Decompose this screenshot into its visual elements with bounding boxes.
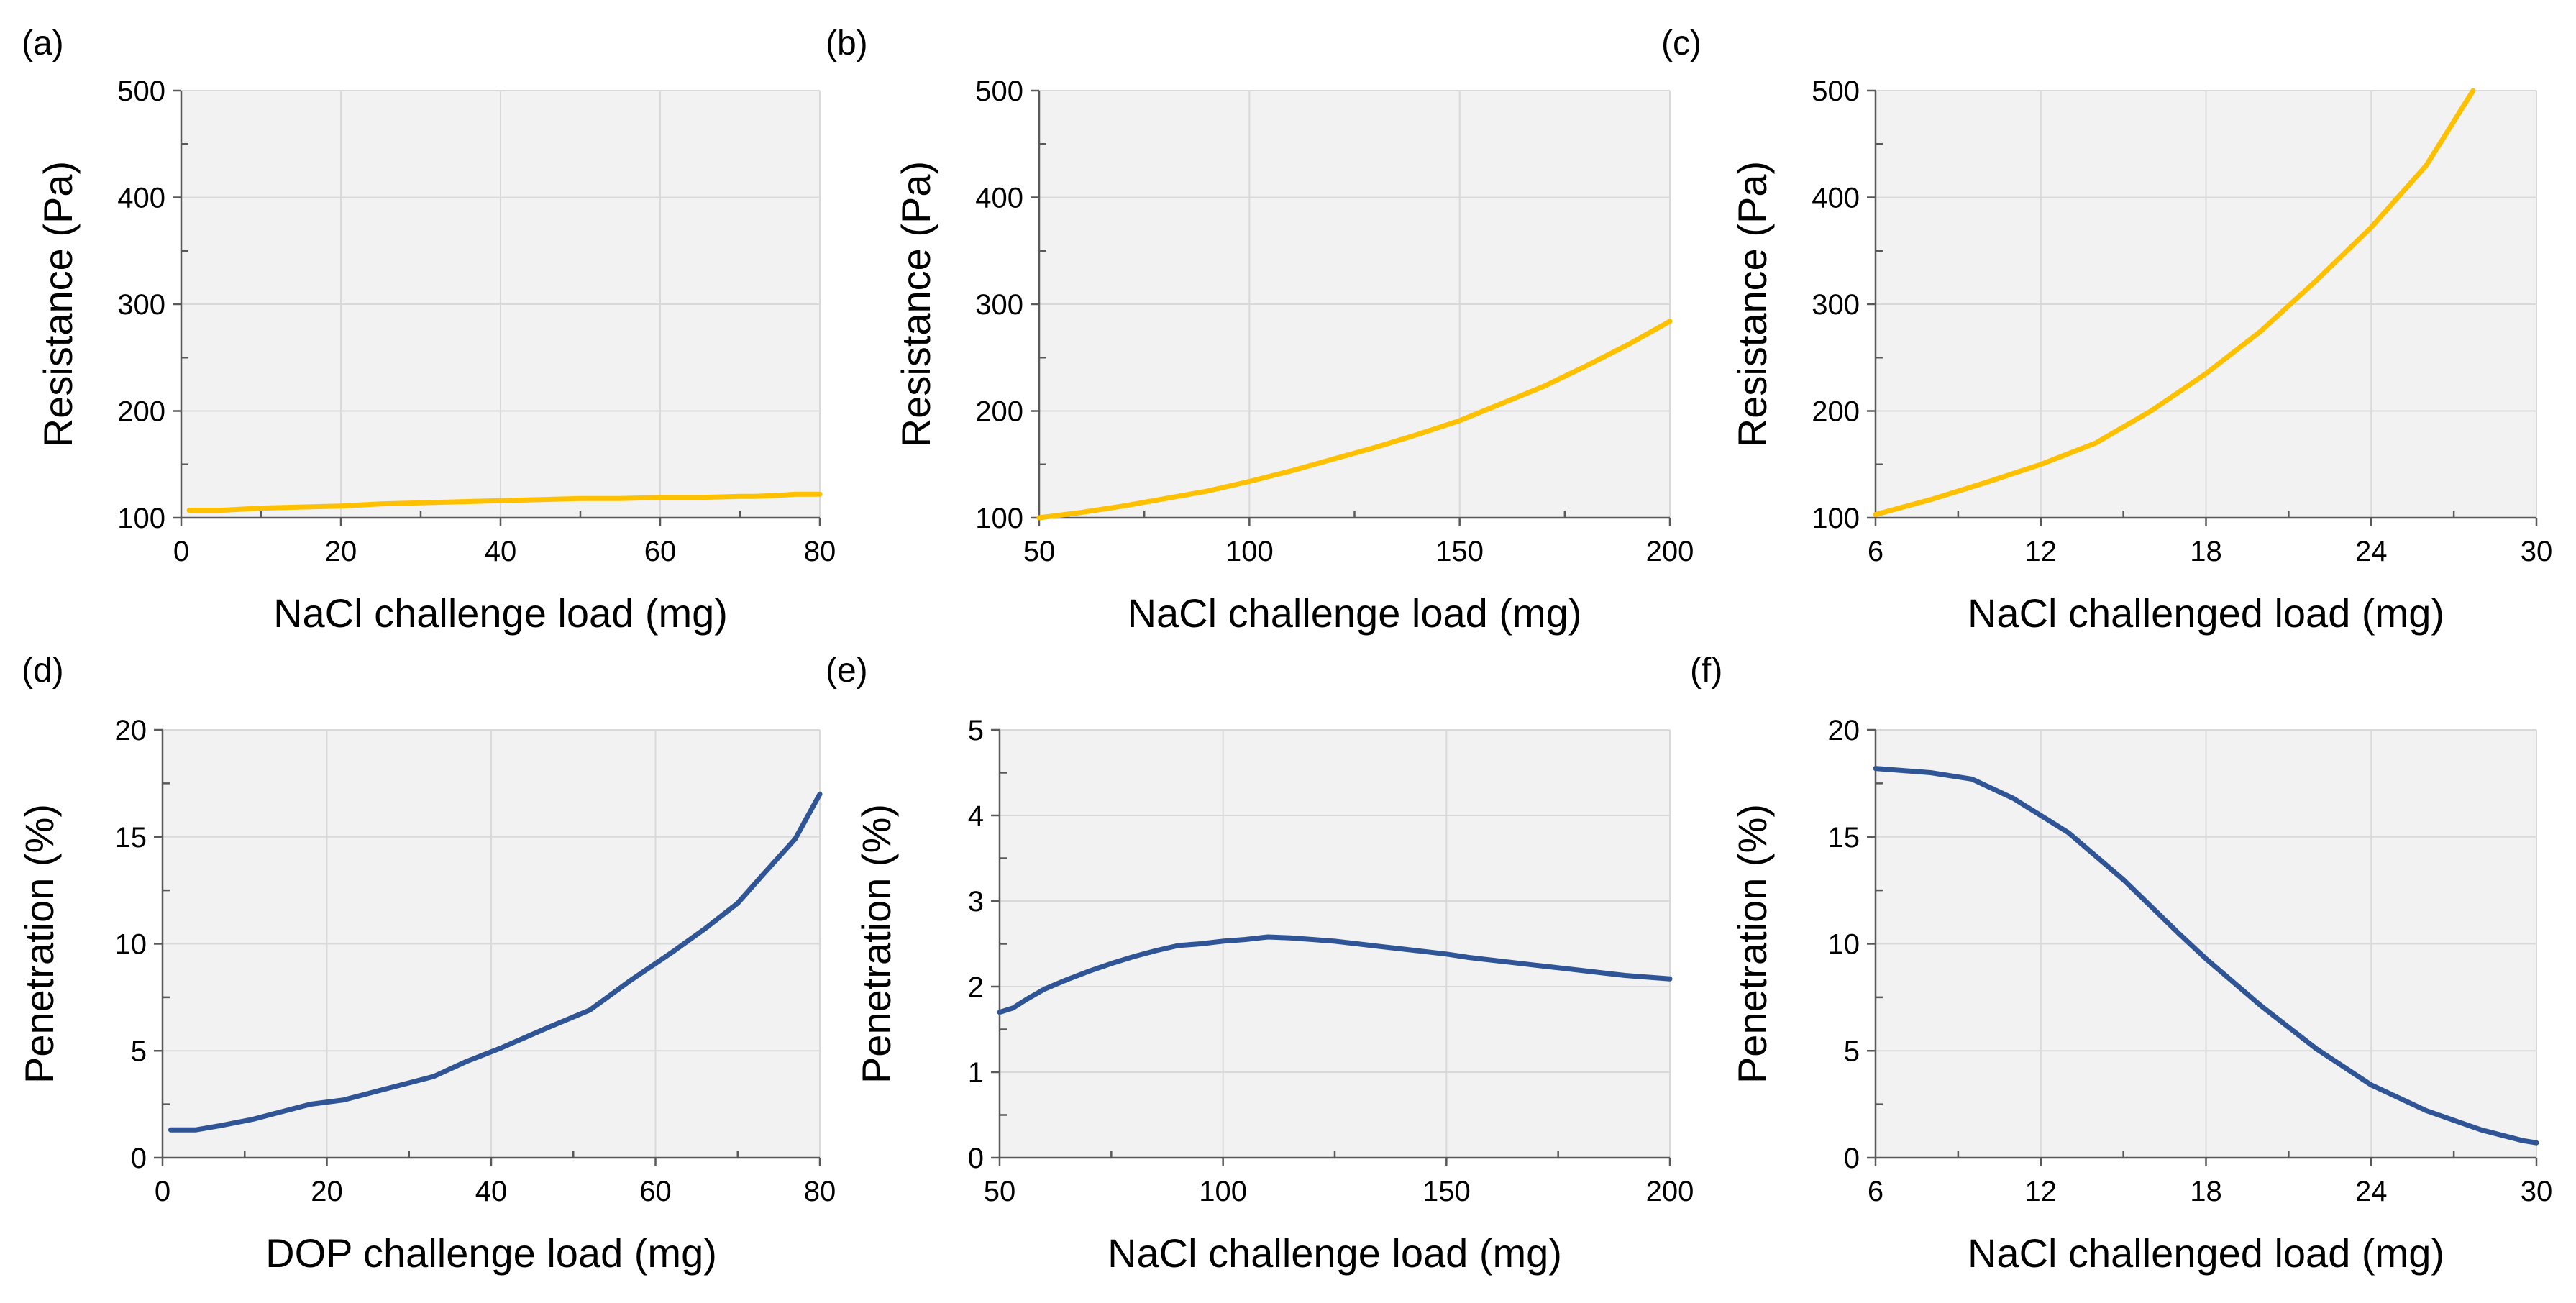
x-tick-label: 50 xyxy=(1023,536,1056,567)
y-tick-label: 500 xyxy=(117,76,165,107)
x-tick-label: 40 xyxy=(475,1176,508,1207)
y-tick-label: 200 xyxy=(117,396,165,428)
x-axis-label: NaCl challenge load (mg) xyxy=(1107,1230,1562,1276)
y-tick-label: 20 xyxy=(115,715,147,746)
y-tick-label: 10 xyxy=(115,929,147,961)
x-tick-label: 30 xyxy=(2521,1176,2553,1207)
x-tick-label: 18 xyxy=(2190,1176,2222,1207)
y-tick-label: 15 xyxy=(1828,822,1860,854)
x-tick-label: 100 xyxy=(1225,536,1274,567)
panel-label: (d) xyxy=(22,652,64,690)
y-axis-label: Resistance (Pa) xyxy=(1730,161,1775,447)
panel-label: (b) xyxy=(826,24,868,63)
panel-label: (e) xyxy=(826,652,868,690)
y-axis-label: Penetration (%) xyxy=(17,804,62,1084)
y-tick-label: 5 xyxy=(131,1035,147,1067)
panel-f: 0 5 10 15 20 6 12 18 24 30 NaCl challenged load (m… xyxy=(1690,652,2552,1276)
x-tick-label: 150 xyxy=(1435,536,1484,567)
x-tick-label: 200 xyxy=(1646,536,1694,567)
x-axis-label: NaCl challenge load (mg) xyxy=(273,590,728,636)
y-tick-label: 2 xyxy=(968,971,984,1003)
x-tick-label: 80 xyxy=(804,1176,836,1207)
series-line-b xyxy=(1036,319,1673,521)
y-tick-label: 500 xyxy=(975,76,1023,107)
y-axis-label: Resistance (Pa) xyxy=(35,161,81,447)
y-tick-label: 20 xyxy=(1828,715,1860,746)
series-line-e xyxy=(997,934,1673,1015)
x-tick-label: 24 xyxy=(2355,1176,2388,1207)
x-axis-label: DOP challenge load (mg) xyxy=(265,1230,717,1276)
plot-area-e xyxy=(1000,730,1670,1158)
y-tick-label: 300 xyxy=(1812,289,1860,321)
y-tick-label: 0 xyxy=(131,1143,147,1174)
x-tick-label: 6 xyxy=(1868,536,1883,567)
y-axis-label: Penetration (%) xyxy=(1730,804,1775,1084)
x-axis-label: NaCl challenge load (mg) xyxy=(1128,590,1582,636)
panel-label: (a) xyxy=(22,24,64,63)
x-tick-label: 0 xyxy=(173,536,189,567)
x-tick-label: 0 xyxy=(155,1176,170,1207)
panel-c: 100 200 300 400 500 6 12 18 24 30 NaCl challenged … xyxy=(1661,24,2552,636)
x-tick-label: 40 xyxy=(485,536,517,567)
y-tick-label: 5 xyxy=(968,715,984,746)
y-tick-label: 4 xyxy=(968,800,984,832)
y-tick-label: 100 xyxy=(117,503,165,534)
x-tick-label: 24 xyxy=(2355,536,2388,567)
series-line-d xyxy=(168,791,823,1133)
y-tick-label: 200 xyxy=(1812,396,1860,428)
y-tick-label: 300 xyxy=(975,289,1023,321)
panel-d: 0 5 10 15 20 0 20 40 60 80 DOP challenge load (mg)… xyxy=(17,652,836,1276)
y-tick-label: 3 xyxy=(968,886,984,918)
y-tick-label: 400 xyxy=(117,183,165,214)
panel-label: (f) xyxy=(1690,652,1722,690)
y-tick-label: 15 xyxy=(115,822,147,854)
series-line-f xyxy=(1873,766,2539,1146)
panel-a: 100 200 300 400 500 0 20 40 60 80 NaCl challenge l… xyxy=(22,24,836,636)
panel-label: (c) xyxy=(1661,24,1702,63)
x-tick-label: 12 xyxy=(2025,536,2057,567)
x-tick-label: 6 xyxy=(1868,1176,1883,1207)
series-line-a xyxy=(186,491,823,513)
y-tick-label: 0 xyxy=(968,1143,984,1174)
y-tick-label: 500 xyxy=(1812,76,1860,107)
x-tick-label: 20 xyxy=(325,536,357,567)
y-axis-label: Penetration (%) xyxy=(854,804,899,1084)
x-tick-label: 20 xyxy=(311,1176,343,1207)
y-tick-label: 300 xyxy=(117,289,165,321)
y-tick-label: 400 xyxy=(975,183,1023,214)
y-tick-label: 5 xyxy=(1844,1035,1860,1067)
x-tick-label: 60 xyxy=(639,1176,672,1207)
x-tick-label: 100 xyxy=(1199,1176,1247,1207)
x-tick-label: 80 xyxy=(804,536,836,567)
panel-e: 0 1 2 3 4 5 50 100 150 200 NaCl challenge load (mg… xyxy=(826,652,1694,1276)
x-axis-label: NaCl challenged load (mg) xyxy=(1968,1230,2444,1276)
y-tick-label: 100 xyxy=(1812,503,1860,534)
x-tick-label: 18 xyxy=(2190,536,2222,567)
x-tick-label: 30 xyxy=(2521,536,2553,567)
y-tick-label: 1 xyxy=(968,1057,984,1089)
y-tick-label: 200 xyxy=(975,396,1023,428)
y-tick-label: 0 xyxy=(1844,1143,1860,1174)
y-axis-label: Resistance (Pa) xyxy=(893,161,938,447)
x-tick-label: 150 xyxy=(1422,1176,1471,1207)
x-axis-label: NaCl challenged load (mg) xyxy=(1968,590,2444,636)
y-tick-label: 10 xyxy=(1828,929,1860,961)
x-tick-label: 50 xyxy=(984,1176,1016,1207)
series-line-c xyxy=(1873,88,2476,517)
y-tick-label: 100 xyxy=(975,503,1023,534)
x-tick-label: 12 xyxy=(2025,1176,2057,1207)
y-tick-label: 400 xyxy=(1812,183,1860,214)
x-tick-label: 200 xyxy=(1646,1176,1694,1207)
x-tick-label: 60 xyxy=(644,536,677,567)
